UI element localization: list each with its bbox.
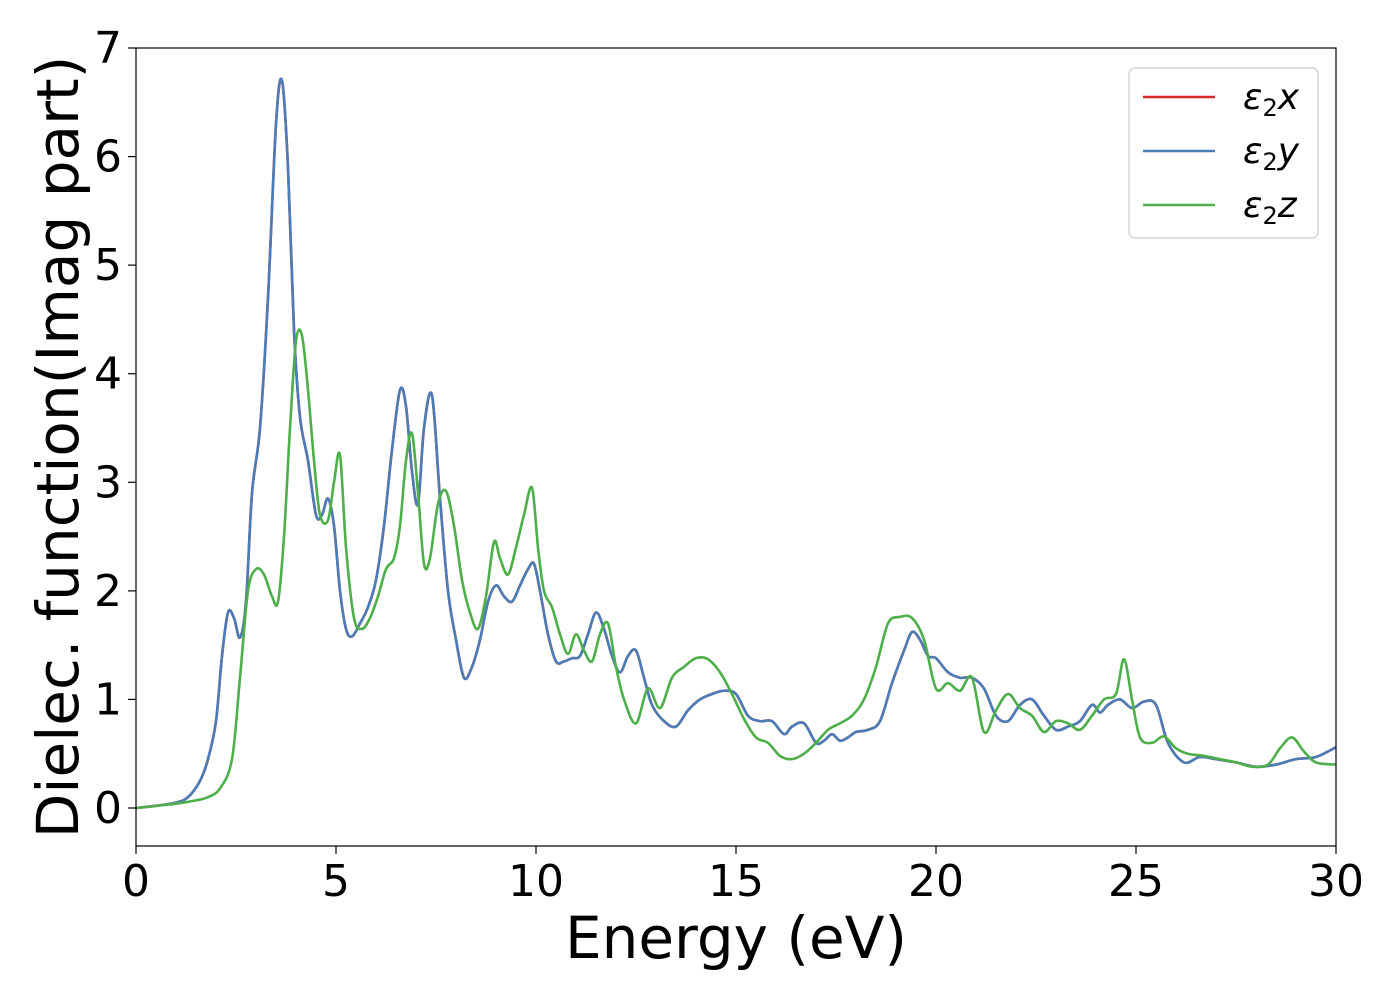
x-tick-label: 0 [122,856,150,907]
legend-symbol: ε [1243,185,1262,226]
x-tick-label: 30 [1308,856,1364,907]
x-tick-label: 20 [908,856,964,907]
legend-variable: z [1277,185,1298,226]
legend-subscript: 2 [1262,94,1277,122]
series-line-y [136,77,1336,810]
y-tick-label: 3 [94,457,122,508]
y-tick-label: 2 [94,566,122,617]
y-tick-label: 7 [94,23,122,74]
y-axis-label: Dielec. function(Imag part) [24,56,92,839]
legend-symbol: ε [1243,77,1262,118]
y-tick-label: 0 [94,783,122,834]
x-tick-label: 10 [508,856,564,907]
y-axis-ticks: 0 1 2 3 4 5 6 7 [94,23,136,834]
x-tick-label: 15 [708,856,764,907]
legend-symbol: ε [1243,131,1262,172]
series-layer [136,77,1336,810]
series-line-z [136,328,1336,810]
x-axis-ticks: 0 5 10 15 20 25 30 [122,846,1364,907]
legend-variable: x [1277,77,1300,118]
legend-subscript: 2 [1262,202,1277,230]
legend-subscript: 2 [1262,148,1277,176]
legend-label-x: ε2x [1243,77,1300,122]
legend-label-y: ε2y [1243,131,1300,176]
x-axis-label: Energy (eV) [565,904,907,972]
legend-label-z: ε2z [1243,185,1298,230]
y-tick-label: 4 [94,349,122,400]
y-tick-label: 5 [94,240,122,291]
legend-variable: y [1277,131,1300,172]
y-tick-label: 6 [94,132,122,183]
x-tick-label: 25 [1108,856,1164,907]
legend-box [1128,67,1319,239]
x-tick-label: 5 [322,856,350,907]
y-tick-label: 1 [94,674,122,725]
